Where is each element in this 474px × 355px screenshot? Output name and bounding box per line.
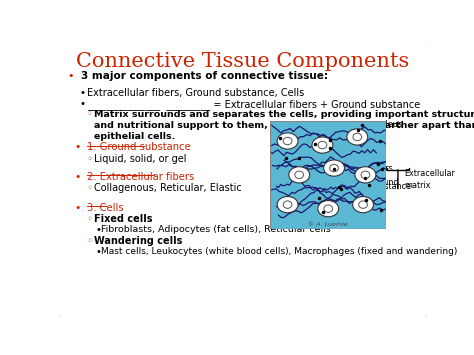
Text: Liquid, solid, or gel: Liquid, solid, or gel: [94, 154, 187, 164]
Ellipse shape: [361, 171, 370, 179]
Text: substance: substance: [371, 182, 412, 191]
Text: Connective Tissue Components: Connective Tissue Components: [76, 52, 410, 71]
Ellipse shape: [359, 201, 367, 208]
Text: •: •: [74, 142, 80, 152]
Ellipse shape: [283, 201, 292, 208]
Text: •: •: [95, 247, 101, 257]
Text: fibers: fibers: [367, 164, 393, 173]
Text: © A. Luemle: © A. Luemle: [309, 222, 348, 227]
Ellipse shape: [277, 197, 298, 213]
Text: •: •: [67, 71, 74, 81]
Text: •: •: [80, 88, 85, 98]
Text: cell: cell: [367, 139, 385, 148]
Text: •: •: [74, 171, 80, 182]
Ellipse shape: [312, 137, 333, 153]
Ellipse shape: [324, 160, 345, 176]
Text: •: •: [74, 202, 80, 213]
Text: ◦: ◦: [87, 214, 93, 224]
Text: nucleus: nucleus: [367, 120, 401, 129]
Text: Wandering cells: Wandering cells: [94, 236, 182, 246]
Text: _______________  _________ = Extracellular fibers + Ground substance: _______________ _________ = Extracellula…: [87, 99, 420, 110]
Text: •: •: [95, 225, 101, 235]
Text: 3 major components of connective tissue:: 3 major components of connective tissue:: [82, 71, 328, 81]
Text: Extracellular fibers, Ground substance, Cells: Extracellular fibers, Ground substance, …: [87, 88, 304, 98]
Ellipse shape: [355, 167, 376, 183]
Text: 3. Cells: 3. Cells: [87, 202, 123, 213]
Ellipse shape: [353, 133, 362, 141]
Text: Mast cells, Leukocytes (white blood cells), Macrophages (fixed and wandering): Mast cells, Leukocytes (white blood cell…: [101, 247, 458, 256]
Ellipse shape: [353, 197, 374, 213]
Text: Extracellular
matrix: Extracellular matrix: [405, 169, 456, 190]
Ellipse shape: [318, 141, 327, 149]
Ellipse shape: [330, 164, 338, 172]
FancyBboxPatch shape: [57, 41, 428, 317]
Text: •: •: [80, 99, 85, 109]
Ellipse shape: [318, 201, 339, 217]
Ellipse shape: [283, 137, 292, 145]
Text: Matrix surrounds and separates the cells, providing important structural
and nut: Matrix surrounds and separates the cells…: [94, 110, 474, 141]
Text: ◦: ◦: [87, 154, 93, 164]
Ellipse shape: [289, 167, 310, 183]
Ellipse shape: [295, 171, 303, 179]
Text: ground: ground: [367, 178, 399, 186]
Ellipse shape: [347, 129, 368, 145]
Text: Fibroblasts, Adipocytes (fat cells), Reticular cells: Fibroblasts, Adipocytes (fat cells), Ret…: [101, 225, 331, 234]
Ellipse shape: [324, 205, 333, 212]
Text: ◦: ◦: [87, 183, 93, 193]
Text: 2. Extracellular fibers: 2. Extracellular fibers: [87, 171, 194, 182]
Text: Fixed cells: Fixed cells: [94, 214, 153, 224]
Text: ◦: ◦: [87, 110, 93, 120]
Ellipse shape: [277, 133, 298, 149]
Text: ◦: ◦: [87, 236, 93, 246]
Text: Collagenous, Reticular, Elastic: Collagenous, Reticular, Elastic: [94, 183, 242, 193]
Text: 1. Ground substance: 1. Ground substance: [87, 142, 191, 152]
